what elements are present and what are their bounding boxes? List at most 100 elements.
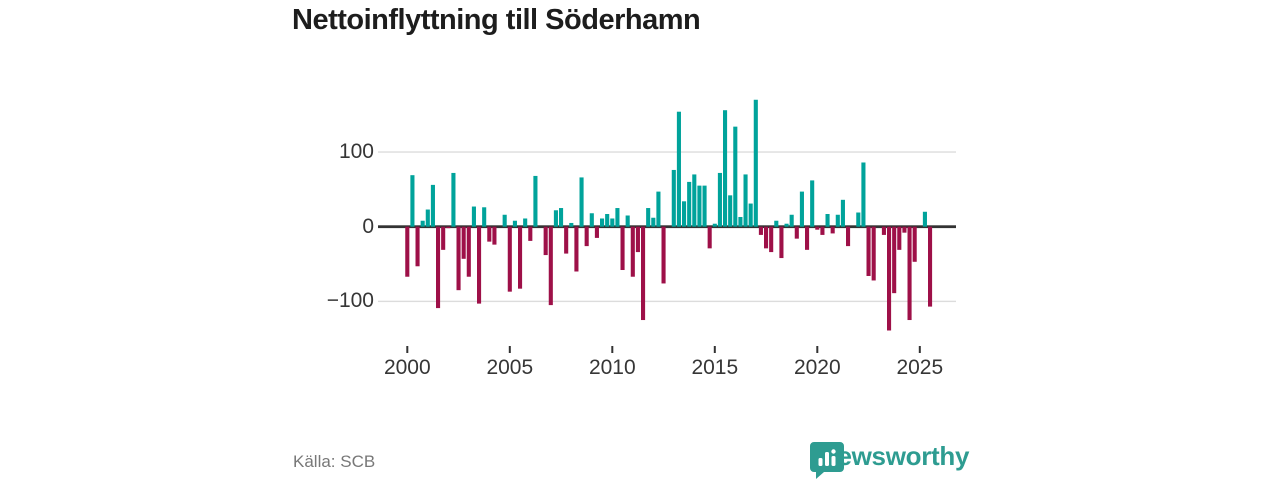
bar bbox=[523, 218, 528, 227]
bar bbox=[405, 226, 410, 277]
bar bbox=[702, 185, 707, 227]
bar bbox=[810, 180, 815, 227]
bar bbox=[487, 226, 492, 242]
bar bbox=[635, 226, 640, 253]
bar bbox=[610, 218, 615, 227]
bar bbox=[820, 226, 825, 235]
bar bbox=[881, 226, 886, 235]
bar bbox=[846, 226, 851, 247]
bar bbox=[794, 226, 799, 239]
bar bbox=[477, 226, 482, 304]
bar bbox=[866, 226, 871, 276]
bar bbox=[789, 214, 794, 227]
bar bbox=[594, 226, 599, 238]
source-note: Källa: SCB bbox=[293, 452, 376, 471]
bar bbox=[620, 226, 625, 271]
bar bbox=[605, 214, 610, 227]
y-tick-label: −100 bbox=[326, 289, 374, 313]
bar bbox=[676, 111, 681, 227]
bar bbox=[758, 226, 763, 235]
bar bbox=[656, 191, 661, 227]
x-tick-mark bbox=[713, 346, 716, 353]
bar bbox=[856, 212, 861, 227]
bar bbox=[897, 226, 902, 250]
gridline bbox=[378, 300, 956, 303]
bar bbox=[692, 174, 697, 227]
bar bbox=[733, 126, 738, 227]
bar bbox=[528, 226, 533, 241]
bar bbox=[564, 226, 569, 254]
bar bbox=[461, 226, 466, 259]
bar bbox=[912, 226, 917, 262]
bar bbox=[892, 226, 897, 294]
chart-title: Nettoinflyttning till Söderhamn bbox=[292, 4, 701, 36]
bar bbox=[420, 220, 425, 227]
bar bbox=[687, 181, 692, 227]
bar bbox=[928, 226, 933, 307]
newsworthy-logo[interactable]: Newsworthy bbox=[810, 441, 970, 479]
bar bbox=[753, 99, 758, 227]
bar bbox=[456, 226, 461, 291]
bar bbox=[769, 226, 774, 253]
bar bbox=[430, 184, 435, 227]
bar bbox=[579, 177, 584, 227]
bar bbox=[410, 175, 415, 227]
bar bbox=[600, 218, 605, 227]
bar bbox=[446, 226, 451, 229]
bar bbox=[728, 195, 733, 227]
bar bbox=[507, 226, 512, 292]
x-tick-mark bbox=[816, 346, 819, 353]
bar bbox=[548, 226, 553, 306]
bar bbox=[738, 216, 743, 227]
newsworthy-wordmark: Newsworthy bbox=[819, 441, 970, 471]
bar bbox=[415, 226, 420, 267]
bar bbox=[830, 226, 835, 234]
bar bbox=[815, 226, 820, 230]
bar bbox=[425, 209, 430, 227]
bar bbox=[661, 226, 666, 284]
bar bbox=[748, 203, 753, 227]
x-tick-mark bbox=[406, 346, 409, 353]
bar bbox=[518, 226, 523, 289]
bar bbox=[512, 220, 517, 227]
bar bbox=[902, 226, 907, 233]
newsworthy-speech-bubble-bars-icon bbox=[810, 442, 844, 479]
bar bbox=[682, 201, 687, 227]
x-tick-mark bbox=[918, 346, 921, 353]
bar bbox=[569, 222, 574, 227]
gridline bbox=[378, 151, 956, 153]
bar bbox=[646, 208, 651, 227]
bar bbox=[805, 226, 810, 250]
bar bbox=[615, 208, 620, 227]
x-tick-mark bbox=[611, 346, 614, 353]
bar bbox=[871, 226, 876, 281]
bar bbox=[559, 208, 564, 227]
bar bbox=[630, 226, 635, 277]
bar bbox=[764, 226, 769, 249]
bar bbox=[543, 226, 548, 256]
bar bbox=[553, 210, 558, 227]
bar bbox=[502, 214, 507, 227]
bar bbox=[907, 226, 912, 321]
bar bbox=[840, 199, 845, 227]
x-tick-label: 2025 bbox=[896, 356, 944, 379]
bar bbox=[589, 213, 594, 227]
y-tick-label: 100 bbox=[338, 140, 374, 164]
bar bbox=[533, 175, 538, 227]
bar bbox=[641, 226, 646, 321]
bar bbox=[835, 214, 840, 227]
bar bbox=[492, 226, 497, 245]
bar bbox=[825, 214, 830, 227]
bar bbox=[584, 226, 589, 247]
bar bbox=[466, 226, 471, 277]
bar bbox=[651, 217, 656, 227]
bar bbox=[574, 226, 579, 272]
x-tick-mark bbox=[508, 346, 511, 353]
bar bbox=[717, 172, 722, 227]
x-tick-label: 2005 bbox=[486, 356, 534, 379]
bar bbox=[671, 169, 676, 227]
bar bbox=[723, 110, 728, 227]
bar bbox=[712, 223, 717, 227]
